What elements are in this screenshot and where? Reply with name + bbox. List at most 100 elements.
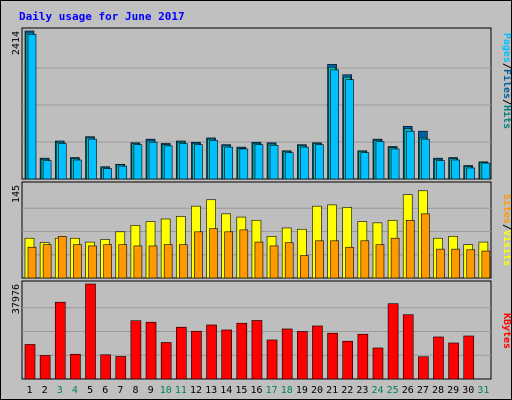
x-tick-label: 31 [477,385,489,396]
x-tick-label: 27 [417,385,429,396]
bar-pages [103,168,112,180]
bar-sites [57,236,67,279]
bar-kbytes [191,330,202,380]
x-tick-label: 3 [57,385,63,396]
x-tick-label: 16 [250,385,262,396]
bar-sites [315,240,324,279]
bar-pages [239,148,249,180]
bar-pages [88,138,97,180]
bar-pages [118,165,128,180]
bar-pages [375,141,385,180]
x-tick-label: 4 [72,385,78,396]
bar-kbytes [463,335,475,380]
y-axis-max-label: 2414 [11,31,22,55]
panels: 2414 145 37976 [11,27,492,380]
right-label-part: / [501,224,511,230]
bar-sites [284,242,294,279]
bar-pages [330,69,339,180]
x-tick-label: 25 [387,385,399,396]
x-tick-label: 21 [326,385,338,396]
bar-kbytes [357,333,369,380]
bar-sites [88,245,97,279]
bar-pages [27,34,37,180]
x-tick-label: 10 [160,385,172,396]
bar-pages [421,138,430,180]
bar-kbytes [54,301,66,380]
bar-sites [421,213,430,279]
bar-sites [27,246,37,279]
bar-kbytes [130,320,142,380]
x-tick-label: 2 [42,385,48,396]
bar-pages [254,144,264,180]
bar-kbytes [297,331,308,380]
bar-kbytes [160,342,172,380]
bar-kbytes [175,326,187,380]
bar-sites [330,240,339,279]
bar-sites [118,244,128,279]
x-tick-label: 22 [341,385,353,396]
bar-kbytes [387,303,399,380]
x-tick-label: 28 [432,385,444,396]
x-tick-label: 6 [102,385,108,396]
bar-sites [42,244,52,279]
bar-sites [375,244,385,279]
bar-pages [57,143,67,180]
bar-kbytes [327,332,338,380]
bar-kbytes [372,347,384,380]
bar-pages [163,145,173,180]
bar-pages [481,162,491,180]
bar-sites [194,231,203,279]
right-label-bottom: KBytes [501,313,511,349]
right-label-middle: Sites/Visits [501,194,511,266]
bar-pages [178,143,188,180]
bar-pages [360,152,370,180]
x-tick-label: 1 [27,385,33,396]
y-axis-max-label: 145 [11,185,22,203]
bar-pages [148,141,158,180]
bar-kbytes [342,340,354,380]
x-tick-label: 29 [447,385,459,396]
bar-kbytes [85,283,96,380]
bar-pages [315,144,324,180]
bar-kbytes [70,353,81,380]
x-tick-label: 19 [296,385,308,396]
bar-kbytes [448,342,459,380]
bar-pages [209,140,218,180]
bar-sites [436,248,445,279]
y-axis-max-label: 37976 [11,284,22,314]
x-tick-label: 8 [132,385,138,396]
x-tick-label: 7 [117,385,123,396]
bar-kbytes [100,354,111,380]
right-label-part: Files [501,69,511,99]
bar-kbytes [418,356,429,380]
bar-sites [103,244,112,279]
bar-sites [178,244,188,279]
x-tick-label: 14 [220,385,232,396]
x-tick-label: 9 [148,385,154,396]
bar-sites [360,240,370,279]
bar-pages [133,144,143,180]
bar-pages [194,144,203,180]
bar-sites [209,228,218,279]
bar-pages [269,144,279,180]
right-label-part: Visits [501,230,511,266]
right-label-part: Sites [501,194,511,224]
bar-kbytes [433,336,444,380]
bar-kbytes [206,324,217,380]
bar-kbytes [266,339,278,380]
bar-sites [345,246,355,279]
bar-sites [254,241,264,279]
bar-pages [284,152,294,180]
bar-kbytes [236,322,248,380]
chart-title: Daily usage for June 2017 [19,10,185,23]
x-tick-label: 15 [235,385,247,396]
x-tick-label: 13 [205,385,217,396]
x-axis-labels: 1 2 3 4 5 6 7 8 9 10 11 12 13 14 15 16 17 18 19 20 21 22 23 24 2… [27,385,490,396]
bar-sites [148,245,158,279]
x-tick-label: 26 [402,385,414,396]
bar-kbytes [281,328,293,380]
bar-sites [405,219,415,279]
right-label-part: Pages [501,33,511,63]
